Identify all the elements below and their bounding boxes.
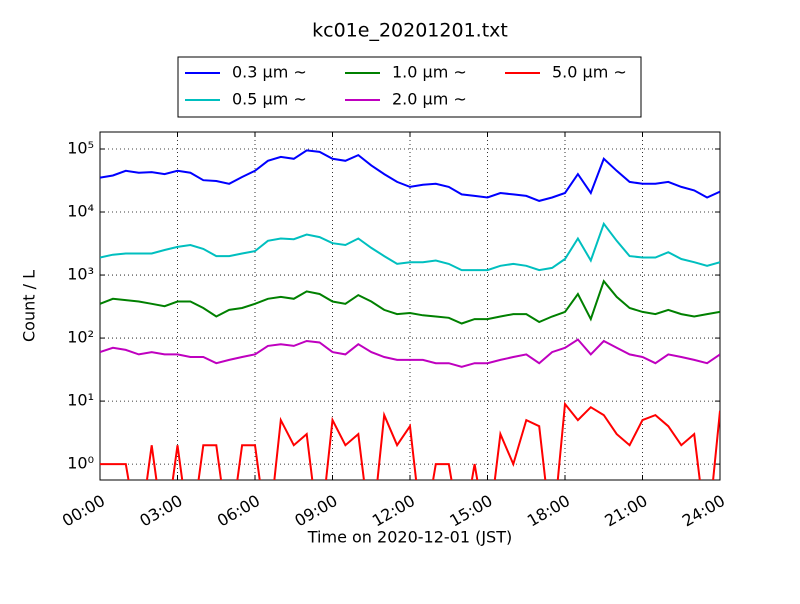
legend-label: 1.0 μm ~	[392, 63, 467, 82]
legend-label: 2.0 μm ~	[392, 90, 467, 109]
x-tick-label: 00:00	[59, 491, 108, 531]
x-tick-label: 24:00	[679, 491, 728, 531]
series-line	[100, 401, 720, 480]
x-tick-label: 09:00	[291, 491, 340, 531]
legend-label: 0.5 μm ~	[232, 90, 307, 109]
plot-area	[100, 149, 720, 480]
series-line	[100, 279, 720, 325]
chart-title: kc01e_20201201.txt	[312, 20, 508, 42]
plot-frame	[99, 131, 721, 481]
legend-label: 0.3 μm ~	[232, 63, 307, 82]
y-tick-label: 10³	[67, 265, 94, 284]
y-tick-label: 10²	[67, 328, 94, 347]
x-tick-label: 12:00	[369, 491, 418, 531]
y-tick-label: 10¹	[67, 391, 94, 410]
x-tick-label: 15:00	[446, 491, 495, 531]
series-line	[100, 221, 720, 272]
x-tick-label: 18:00	[524, 491, 573, 531]
x-axis-label: Time on 2020-12-01 (JST)	[307, 528, 512, 547]
x-tick-label: 03:00	[136, 491, 185, 531]
y-axis-label: Count / L	[20, 270, 39, 342]
x-tick-label: 21:00	[601, 491, 650, 531]
x-tick-label: 06:00	[214, 491, 263, 531]
y-tick-label: 10⁴	[67, 202, 94, 221]
legend-box	[177, 56, 642, 118]
series-line	[100, 149, 720, 202]
series-line	[100, 338, 720, 368]
legend-label: 5.0 μm ~	[552, 63, 627, 82]
y-tick-label: 10⁵	[67, 138, 94, 157]
y-tick-label: 10⁰	[67, 454, 94, 473]
